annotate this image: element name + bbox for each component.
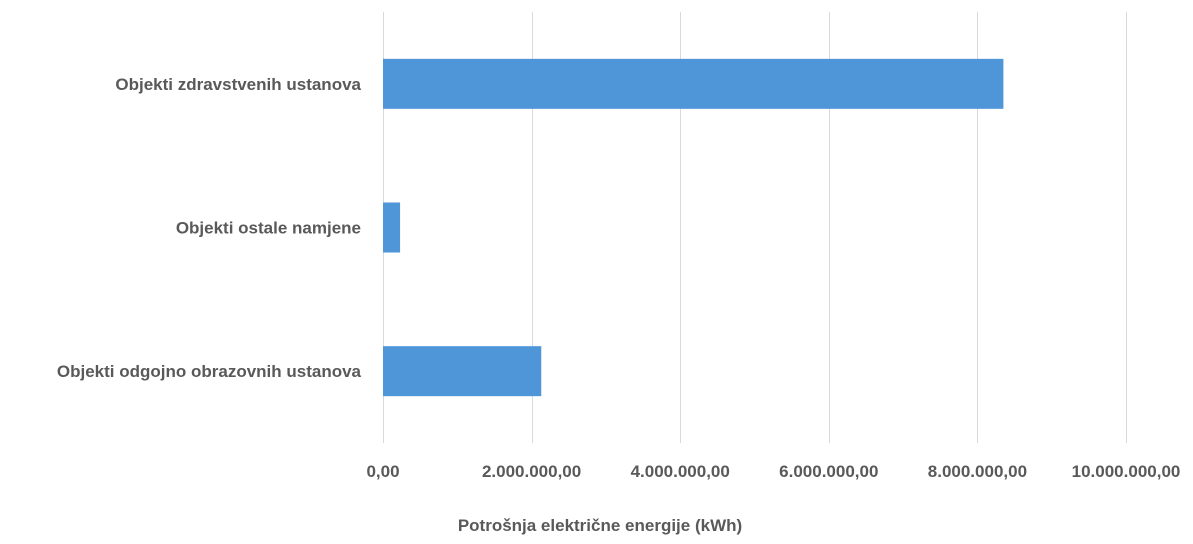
x-axis-title: Potrošnja električne energije (kWh) (458, 516, 742, 535)
x-axis-tick-labels: 0,00 2.000.000,00 4.000.000,00 6.000.000,00… (366, 462, 1180, 481)
x-tick-label: 8.000.000,00 (928, 462, 1027, 481)
x-tick-label: 6.000.000,00 (779, 462, 878, 481)
x-tick-label: 4.000.000,00 (631, 462, 730, 481)
x-tick-label: 10.000.000,00 (1072, 462, 1181, 481)
category-label: Objekti ostale namjene (176, 219, 361, 238)
bars (383, 58, 1004, 397)
bar (383, 346, 542, 397)
category-label: Objekti odgojno obrazovnih ustanova (57, 362, 362, 381)
bar (383, 58, 1004, 109)
bar (383, 202, 401, 253)
x-tick-label: 0,00 (366, 462, 399, 481)
category-label: Objekti zdravstvenih ustanova (115, 75, 361, 94)
x-tick-label: 2.000.000,00 (482, 462, 581, 481)
category-labels: Objekti zdravstvenih ustanova Objekti ost… (57, 75, 362, 381)
